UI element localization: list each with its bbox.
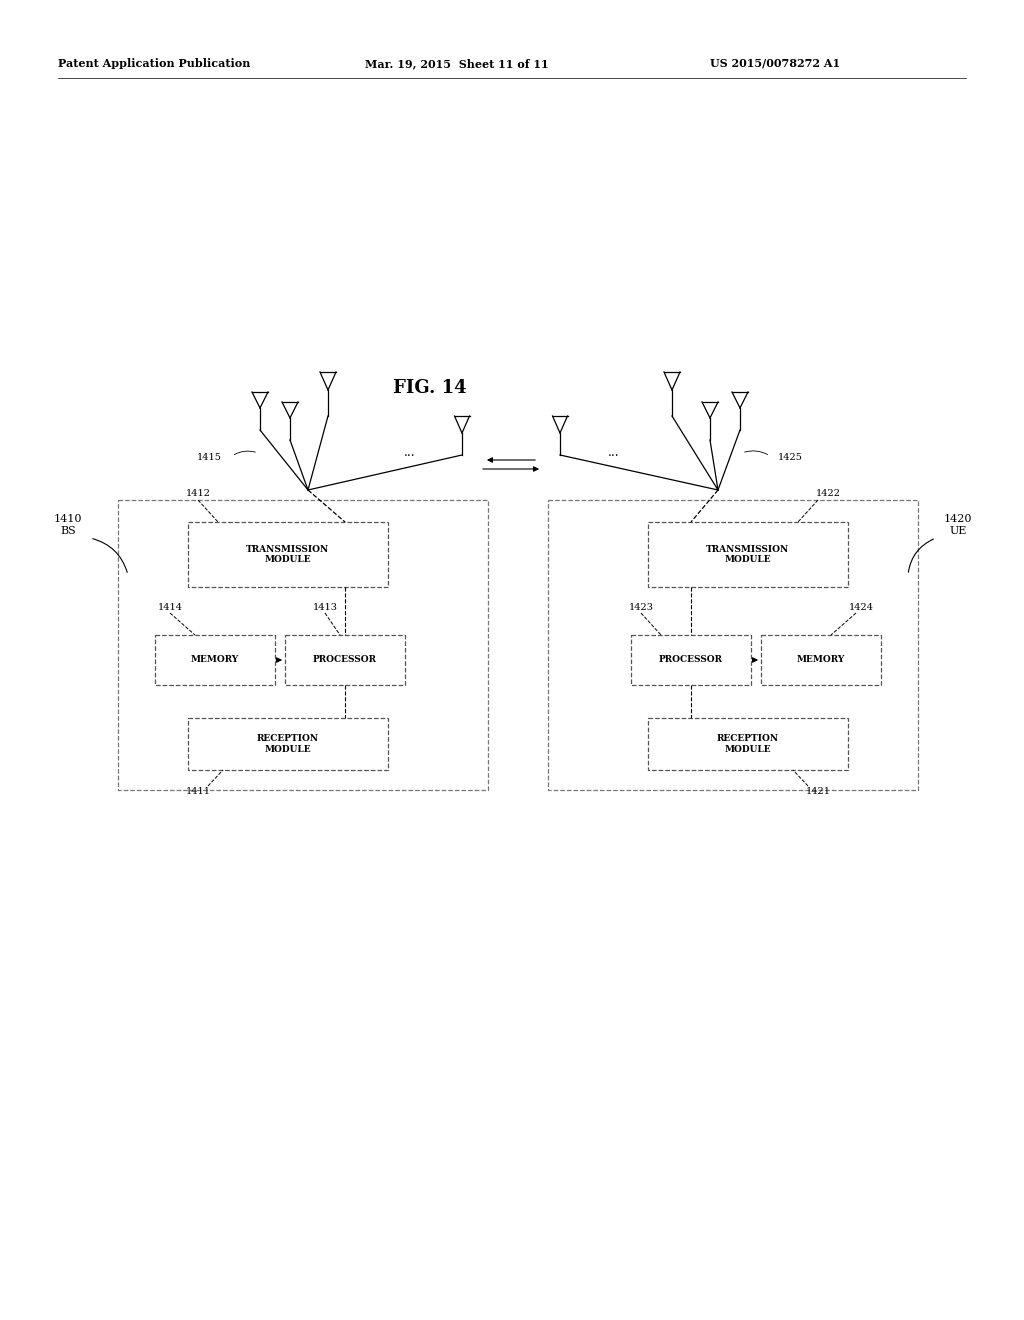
Text: 1414: 1414 xyxy=(158,602,182,611)
Text: Mar. 19, 2015  Sheet 11 of 11: Mar. 19, 2015 Sheet 11 of 11 xyxy=(365,58,549,69)
Text: TRANSMISSION
MODULE: TRANSMISSION MODULE xyxy=(247,545,330,564)
Text: Patent Application Publication: Patent Application Publication xyxy=(58,58,251,69)
Text: 1413: 1413 xyxy=(312,602,338,611)
Text: ...: ... xyxy=(404,446,416,459)
Text: PROCESSOR: PROCESSOR xyxy=(313,656,377,664)
Text: 1421: 1421 xyxy=(806,788,830,796)
Text: FIG. 14: FIG. 14 xyxy=(393,379,467,397)
Text: 1411: 1411 xyxy=(185,788,211,796)
Text: 1410
BS: 1410 BS xyxy=(53,515,82,536)
Text: TRANSMISSION
MODULE: TRANSMISSION MODULE xyxy=(707,545,790,564)
Text: PROCESSOR: PROCESSOR xyxy=(659,656,723,664)
Text: RECEPTION
MODULE: RECEPTION MODULE xyxy=(717,734,779,754)
Text: MEMORY: MEMORY xyxy=(190,656,240,664)
Text: RECEPTION
MODULE: RECEPTION MODULE xyxy=(257,734,319,754)
Text: MEMORY: MEMORY xyxy=(797,656,845,664)
Text: US 2015/0078272 A1: US 2015/0078272 A1 xyxy=(710,58,840,69)
Text: 1415: 1415 xyxy=(198,454,222,462)
Text: 1420
UE: 1420 UE xyxy=(944,515,972,536)
Text: 1424: 1424 xyxy=(849,602,873,611)
Text: 1412: 1412 xyxy=(185,490,211,499)
Text: 1423: 1423 xyxy=(629,602,653,611)
Text: ...: ... xyxy=(608,446,620,459)
Text: 1422: 1422 xyxy=(815,490,841,499)
Text: 1425: 1425 xyxy=(778,454,803,462)
